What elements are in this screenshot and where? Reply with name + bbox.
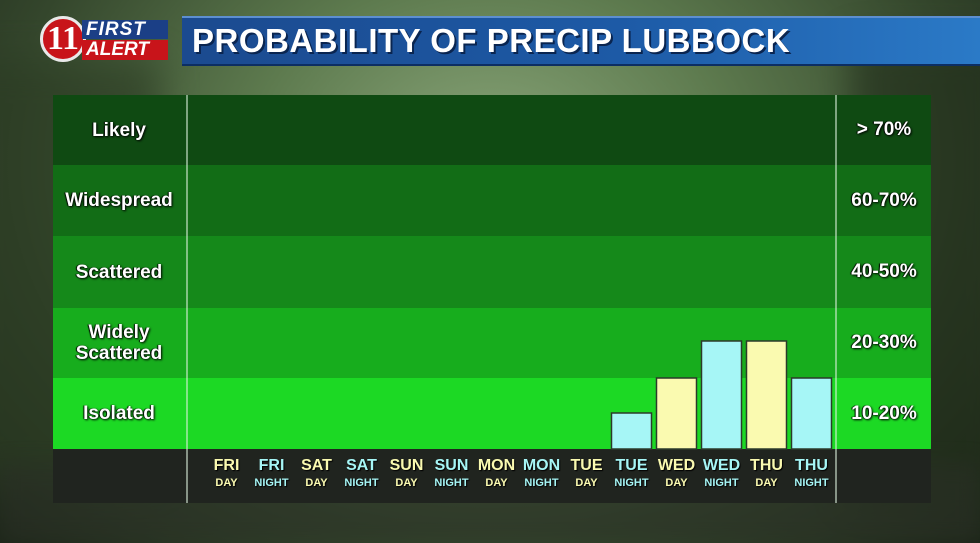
tick-day-label: THU — [795, 457, 828, 474]
right-divider — [835, 95, 837, 503]
bar-thu-day — [745, 340, 788, 450]
bar-wed-night — [700, 340, 743, 450]
tick-day-label: MON — [522, 457, 561, 474]
station-logo: 11 FIRST ALERT — [40, 14, 168, 66]
logo-first-text: FIRST — [82, 20, 168, 39]
tick-period-label: DAY — [665, 477, 688, 489]
tick-period-label: NIGHT — [704, 477, 739, 489]
tick-period-label: DAY — [485, 477, 508, 489]
logo-number: 11 — [40, 16, 86, 62]
tick-day-label: SUN — [434, 457, 469, 474]
tick-period-label: DAY — [755, 477, 778, 489]
band-label-likely: Likely — [92, 119, 146, 141]
band-label-isolated: Isolated — [83, 403, 155, 424]
tick-day-label: SAT — [301, 457, 332, 474]
tick-period-label: DAY — [305, 477, 328, 489]
band-likely: Likely > 70% — [53, 95, 931, 165]
band-range-likely: > 70% — [856, 119, 912, 140]
band-range-widely-scattered: 20-30% — [851, 332, 917, 353]
tick-sat-day: SAT DAY — [294, 457, 339, 491]
band-range-isolated: 10-20% — [851, 402, 917, 424]
left-divider — [186, 95, 188, 503]
tick-period-label: DAY — [575, 477, 598, 489]
tick-day-label: WED — [702, 457, 741, 474]
tick-sun-day: SUN DAY — [384, 457, 429, 491]
tick-day-label: FRI — [258, 457, 285, 474]
band-scattered: Scattered 40-50% — [53, 236, 931, 308]
band-label-scattered: Scattered — [75, 261, 163, 283]
logo-alert-text: ALERT — [82, 40, 168, 60]
tick-period-label: NIGHT — [794, 477, 829, 489]
tick-period-label: DAY — [395, 477, 418, 489]
tick-period-label: NIGHT — [344, 477, 379, 489]
tick-sun-night: SUN NIGHT — [429, 457, 474, 491]
bars-layer — [610, 340, 833, 450]
band-label-widespread: Widespread — [65, 190, 173, 211]
page-title: PROBABILITY OF PRECIP LUBBOCK — [192, 22, 791, 59]
tick-period-label: DAY — [215, 477, 238, 489]
title-bar: PROBABILITY OF PRECIP LUBBOCK — [182, 16, 980, 66]
band-widespread: Widespread 60-70% — [53, 165, 931, 236]
tick-period-label: NIGHT — [614, 477, 649, 489]
tick-tue-night: TUE NIGHT — [609, 457, 654, 491]
tick-sat-night: SAT NIGHT — [339, 457, 384, 491]
tick-period-label: NIGHT — [524, 477, 559, 489]
tick-mon-night: MON NIGHT — [519, 457, 564, 491]
precip-chart: Likely > 70% Widespread 60-70% Scattered… — [53, 95, 931, 503]
tick-tue-day: TUE DAY — [564, 457, 609, 491]
band-range-scattered: 40-50% — [851, 261, 917, 282]
logo-wordmark: FIRST ALERT — [82, 20, 168, 60]
tick-day-label: FRI — [213, 457, 240, 474]
bar-tue-night — [610, 412, 653, 450]
tick-period-label: NIGHT — [434, 477, 469, 489]
tick-thu-day: THU DAY — [744, 457, 789, 491]
tick-day-label: WED — [657, 457, 696, 474]
tick-mon-day: MON DAY — [474, 457, 519, 491]
tick-fri-day: FRI DAY — [204, 457, 249, 491]
tick-thu-night: THU NIGHT — [789, 457, 834, 491]
tick-day-label: THU — [750, 457, 783, 474]
tick-period-label: NIGHT — [254, 477, 289, 489]
tick-day-label: SUN — [389, 457, 424, 474]
bar-wed-day — [655, 377, 698, 450]
x-axis-row — [53, 449, 931, 503]
tick-wed-night: WED NIGHT — [699, 457, 744, 491]
tick-day-label: TUE — [570, 457, 603, 474]
bar-thu-night — [790, 377, 833, 450]
band-label-widely-scattered: Widely Scattered — [75, 322, 163, 364]
tick-day-label: TUE — [615, 457, 648, 474]
tick-wed-day: WED DAY — [654, 457, 699, 491]
band-range-widespread: 60-70% — [851, 189, 917, 211]
tick-fri-night: FRI NIGHT — [249, 457, 294, 491]
tick-day-label: SAT — [346, 457, 377, 474]
tick-day-label: MON — [477, 457, 516, 474]
